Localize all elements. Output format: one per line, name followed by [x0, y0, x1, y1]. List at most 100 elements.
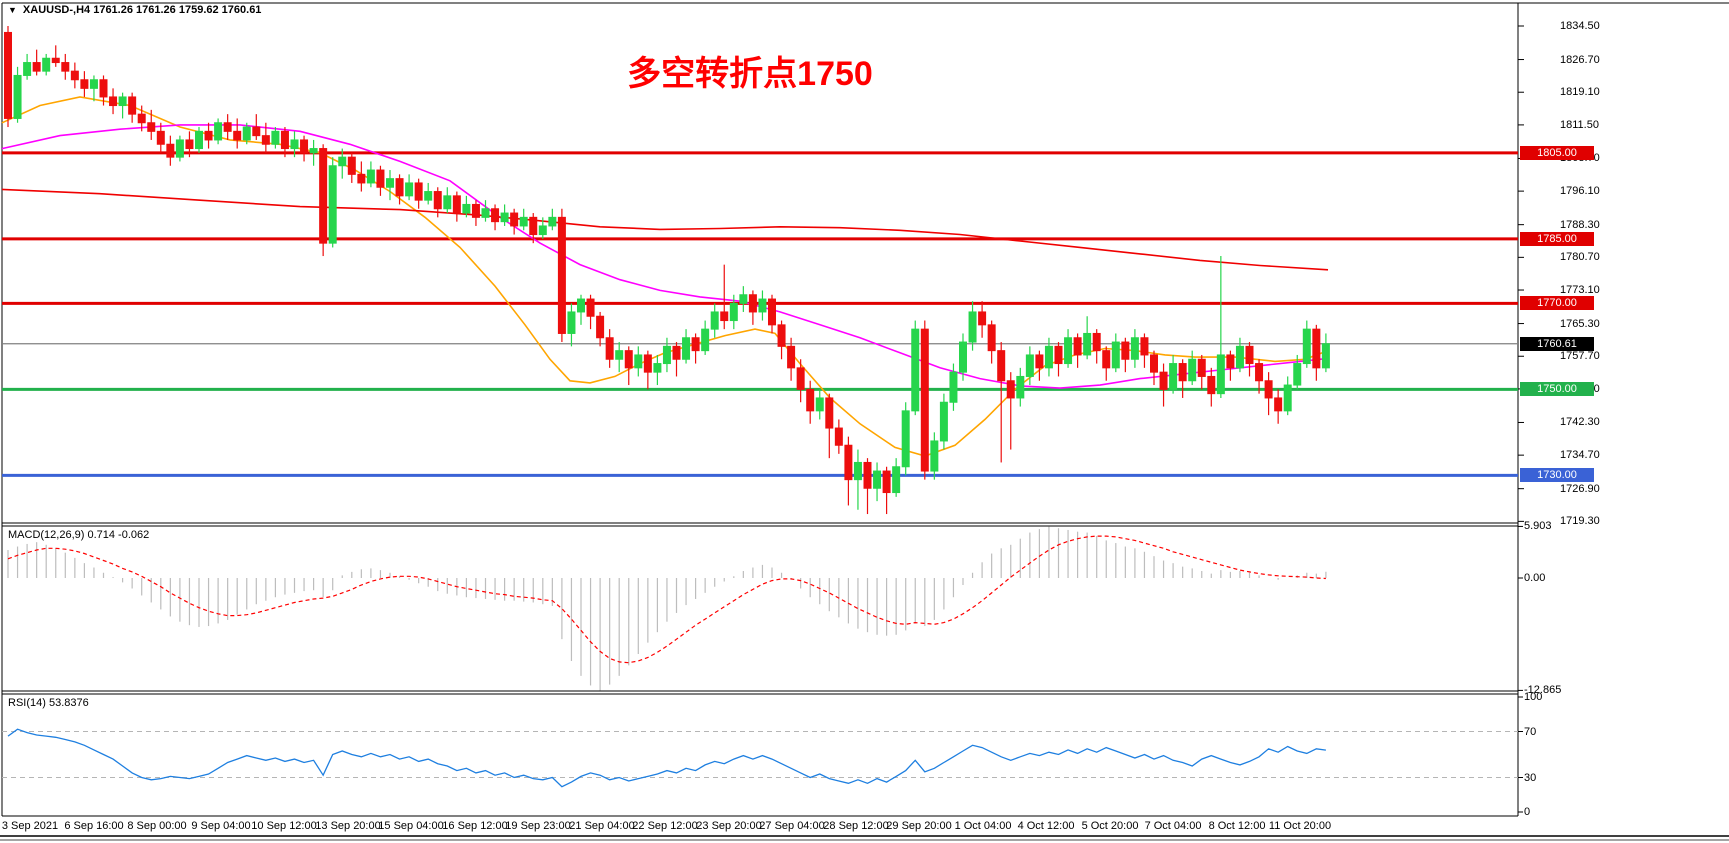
candle-body: [109, 96, 118, 107]
macd-signal-line: [7, 535, 1326, 664]
candle-body: [739, 294, 748, 304]
candle-body: [23, 62, 32, 76]
time-axis-label: 29 Sep 20:00: [886, 820, 952, 832]
candle-body: [300, 139, 309, 154]
time-axis-label: 1 Oct 04:00: [954, 820, 1012, 832]
price-tick-label: 1788.30: [1560, 219, 1600, 231]
time-axis-label: 10 Sep 12:00: [251, 820, 317, 832]
candle-body: [1140, 337, 1149, 356]
rsi-indicator-label: RSI(14) 53.8376: [8, 697, 89, 709]
candle-body: [596, 315, 605, 339]
candle-body: [1226, 354, 1235, 369]
time-axis-label: 6 Sep 16:00: [64, 820, 124, 832]
candle-body: [1255, 363, 1264, 382]
candle-body: [1016, 375, 1025, 399]
candle-body: [1302, 328, 1311, 365]
candle-body: [844, 444, 853, 481]
candle-body: [653, 363, 662, 373]
candle-body: [491, 208, 500, 223]
candle-body: [748, 294, 757, 313]
candle-body: [1150, 354, 1158, 373]
macd-axis-label: 5.903: [1524, 520, 1552, 532]
candle-body: [1216, 354, 1225, 395]
candle-body: [252, 126, 261, 137]
price-tick-label: 1726.90: [1560, 483, 1600, 495]
candle-body: [710, 311, 719, 330]
time-axis-label: 21 Sep 04:00: [569, 820, 635, 832]
candle-body: [519, 216, 528, 227]
candle-body: [949, 371, 958, 403]
candle-body: [853, 461, 862, 481]
candle-body: [347, 156, 356, 175]
candle-body: [911, 328, 920, 412]
candle-body: [386, 178, 394, 188]
price-tick-label: 1819.10: [1560, 86, 1600, 98]
hline-price-label: 1785.00: [1520, 232, 1594, 246]
candle-body: [233, 130, 242, 141]
candle-body: [1035, 354, 1044, 369]
candle-body: [61, 62, 70, 72]
candle-body: [32, 62, 41, 72]
candle-body: [1245, 345, 1254, 365]
candle-body: [720, 311, 729, 322]
candle-body: [452, 195, 461, 214]
candle-body: [1312, 328, 1321, 369]
candle-body: [882, 470, 891, 494]
candle-body: [1283, 384, 1292, 412]
rsi-axis-label: 0: [1524, 806, 1531, 818]
candle-body: [939, 401, 948, 442]
price-tick-label: 1773.10: [1560, 284, 1600, 296]
rsi-axis-label: 70: [1524, 726, 1537, 738]
candle-body: [42, 57, 51, 72]
candle-body: [214, 122, 223, 141]
candle-body: [185, 139, 194, 150]
candle-body: [682, 337, 691, 360]
time-axis-label: 22 Sep 12:00: [632, 820, 698, 832]
candle-body: [1197, 358, 1206, 377]
candle-body: [1083, 332, 1092, 356]
price-tick-label: 1742.30: [1560, 416, 1600, 428]
candle-body: [175, 139, 184, 158]
time-axis-label: 8 Oct 12:00: [1208, 820, 1266, 832]
symbol-ohlc-line: XAUUSD-,H4 1761.26 1761.26 1759.62 1760.…: [22, 4, 262, 16]
candle-body: [529, 216, 538, 236]
candle-body: [166, 143, 175, 158]
price-tick-label: 1780.70: [1560, 251, 1600, 263]
candle-body: [471, 203, 480, 218]
candle-body: [376, 169, 385, 188]
candle-body: [261, 135, 270, 145]
candle-body: [481, 208, 490, 218]
candle-body: [1169, 363, 1178, 390]
candle-body: [806, 388, 815, 412]
symbol-dropdown-icon[interactable]: ▼: [8, 5, 17, 15]
time-axis-label: 19 Sep 23:00: [505, 820, 571, 832]
candle-body: [137, 113, 146, 124]
candle-body: [672, 345, 681, 360]
candle-body: [815, 397, 824, 412]
candle-body: [1111, 341, 1120, 369]
candle-body: [624, 350, 633, 369]
candle-body: [538, 225, 547, 236]
time-axis-label: 5 Oct 20:00: [1081, 820, 1139, 832]
candle-body: [328, 165, 337, 244]
candle-body: [1092, 332, 1101, 352]
time-axis-label: 11 Oct 20:00: [1268, 820, 1332, 832]
candle-body: [1006, 380, 1015, 399]
hline-price-label: 1750.00: [1520, 382, 1594, 396]
hline-price-label: 1805.00: [1520, 146, 1594, 160]
candle-body: [863, 461, 872, 489]
candle-body: [997, 350, 1006, 382]
candle-body: [1207, 375, 1216, 395]
candle-body: [615, 350, 624, 360]
candle-body: [223, 122, 232, 132]
candle-body: [271, 130, 280, 145]
macd-axis-label: 0.00: [1524, 572, 1546, 584]
candle-body: [1102, 350, 1111, 369]
candle-body: [1073, 337, 1082, 356]
candle-body: [1121, 341, 1130, 360]
candle-body: [567, 311, 576, 334]
candle-body: [51, 57, 60, 64]
candle-body: [892, 466, 901, 494]
candle-body: [510, 212, 519, 227]
